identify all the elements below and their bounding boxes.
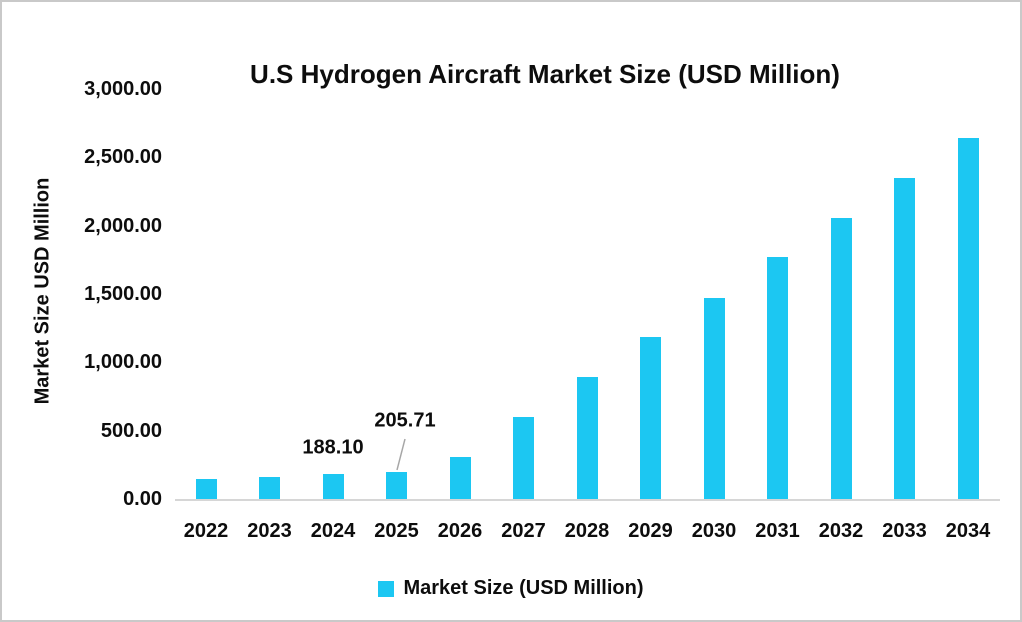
data-label-2025: 205.71	[374, 409, 436, 432]
legend-label: Market Size (USD Million)	[403, 577, 644, 599]
x-tick-label-2022: 2022	[183, 520, 229, 542]
data-label-2024: 188.10	[302, 436, 364, 459]
x-axis-line	[175, 499, 1000, 501]
bar-2026	[449, 456, 471, 500]
bar-2024	[322, 474, 344, 500]
y-tick-label-500.00: 500.00	[100, 419, 162, 442]
x-tick-label-2027: 2027	[501, 520, 546, 542]
legend-swatch	[378, 580, 395, 597]
x-tick-label-2025: 2025	[374, 520, 419, 542]
bar-2023	[259, 476, 280, 500]
x-tick-label-2034: 2034	[945, 520, 991, 542]
bar-2027	[513, 417, 534, 500]
x-tick-label-2023: 2023	[247, 520, 292, 542]
y-tick-label-2,500.00: 2,500.00	[84, 146, 162, 169]
x-tick-label-2030: 2030	[691, 520, 737, 542]
bar-2025	[386, 471, 407, 500]
bar-2028	[576, 377, 598, 500]
x-tick-label-2032: 2032	[818, 520, 864, 542]
x-tick-label-2028: 2028	[564, 520, 610, 542]
chart-title: U.S Hydrogen Aircraft Market Size (USD M…	[250, 59, 840, 89]
plot-area	[175, 90, 1000, 500]
x-tick-label-2026: 2026	[437, 520, 483, 542]
y-tick-label-2,000.00: 2,000.00	[84, 214, 162, 237]
bar-2033	[894, 178, 915, 500]
x-tick-label-2033: 2033	[882, 520, 927, 542]
y-tick-label-1,000.00: 1,000.00	[84, 351, 162, 374]
x-tick-label-2031: 2031	[755, 520, 800, 542]
y-tick-label-1,500.00: 1,500.00	[84, 283, 162, 306]
x-tick-label-2024: 2024	[310, 520, 356, 542]
bar-2034	[957, 137, 979, 500]
bar-2031	[767, 257, 788, 500]
bar-2022	[195, 478, 217, 500]
x-tick-label-2029: 2029	[628, 520, 673, 542]
y-tick-label-0.00: 0.00	[123, 488, 162, 511]
y-tick-label-3,000.00: 3,000.00	[84, 78, 162, 101]
bar-2029	[640, 337, 661, 500]
bar-2032	[830, 218, 852, 500]
bar-2030	[703, 298, 725, 500]
legend: Market Size (USD Million)	[2, 577, 1020, 600]
